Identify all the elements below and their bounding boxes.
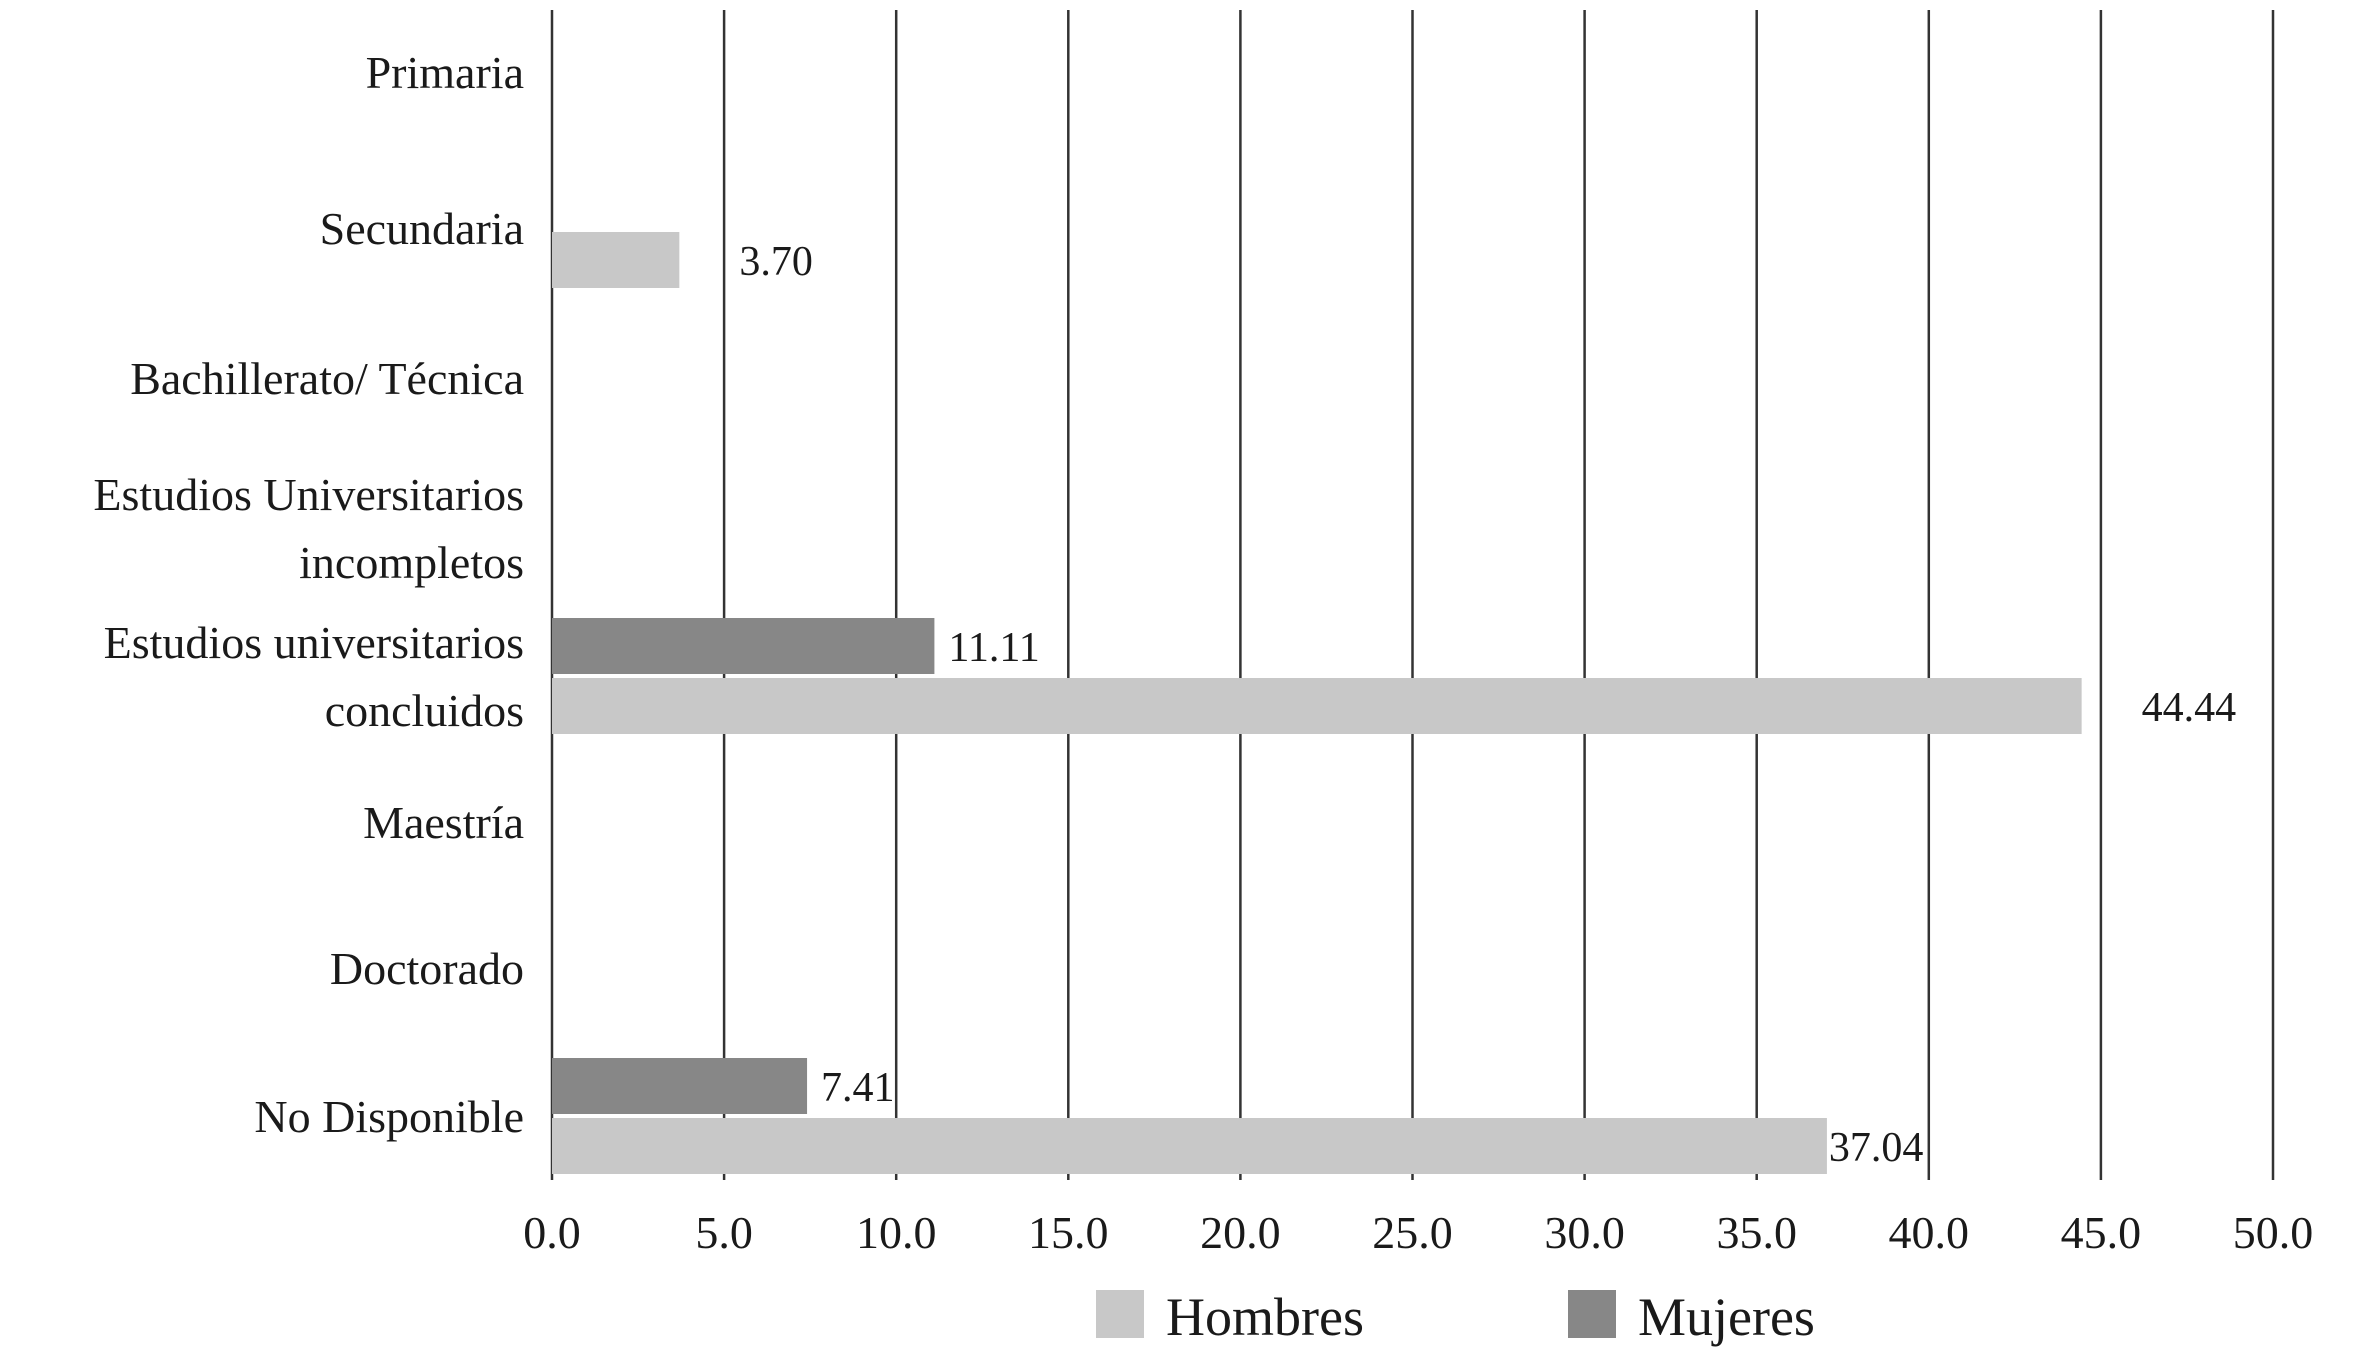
bar-hombres-4 <box>552 678 2082 734</box>
category-label: Secundaria <box>320 203 524 254</box>
value-labels: 3.70 44.44 37.04 11.11 7.41 <box>739 239 2236 1171</box>
data-label: 37.04 <box>1829 1125 1924 1171</box>
x-tick-label: 40.0 <box>1889 1207 1970 1258</box>
category-label: incompletos <box>299 537 524 588</box>
x-tick-label: 15.0 <box>1028 1207 1109 1258</box>
legend-swatch-hombres <box>1096 1290 1144 1338</box>
legend-label-hombres: Hombres <box>1166 1287 1364 1347</box>
bar-mujeres-7 <box>552 1058 808 1114</box>
x-tick-labels: 0.0 5.0 10.0 15.0 20.0 25.0 30.0 35.0 40.0 45.0 50… <box>523 1207 2313 1258</box>
legend-label-mujeres: Mujeres <box>1638 1287 1815 1347</box>
x-tick-label: 25.0 <box>1372 1207 1453 1258</box>
x-tick-label: 45.0 <box>2061 1207 2142 1258</box>
gridlines <box>550 10 2275 1180</box>
bar-mujeres-4 <box>552 618 935 674</box>
x-tick-label: 10.0 <box>856 1207 937 1258</box>
legend-swatch-mujeres <box>1568 1290 1616 1338</box>
category-label: concluidos <box>325 685 524 736</box>
category-label: Maestría <box>363 797 524 848</box>
category-label: No Disponible <box>254 1091 524 1142</box>
category-label: Estudios Universitarios <box>93 469 524 520</box>
data-label: 11.11 <box>948 625 1039 671</box>
bars <box>552 232 2082 1174</box>
bar-hombres-7 <box>552 1118 1827 1174</box>
data-label: 3.70 <box>739 239 813 285</box>
data-label: 7.41 <box>821 1065 895 1111</box>
x-tick-label: 50.0 <box>2233 1207 2314 1258</box>
x-tick-label: 35.0 <box>1716 1207 1797 1258</box>
legend: Hombres Mujeres <box>1096 1287 1815 1347</box>
x-tick-label: 30.0 <box>1544 1207 1625 1258</box>
bar-hombres-1 <box>552 232 680 288</box>
x-tick-label: 5.0 <box>695 1207 753 1258</box>
category-label: Primaria <box>366 47 524 98</box>
category-label: Doctorado <box>330 943 524 994</box>
x-tick-label: 0.0 <box>523 1207 581 1258</box>
category-label: Bachillerato/ Técnica <box>130 353 524 404</box>
x-tick-label: 20.0 <box>1200 1207 1281 1258</box>
category-labels: Primaria Secundaria Bachillerato/ Técnica E… <box>93 47 524 1142</box>
category-label: Estudios universitarios <box>104 617 524 668</box>
data-label: 44.44 <box>2142 685 2237 731</box>
